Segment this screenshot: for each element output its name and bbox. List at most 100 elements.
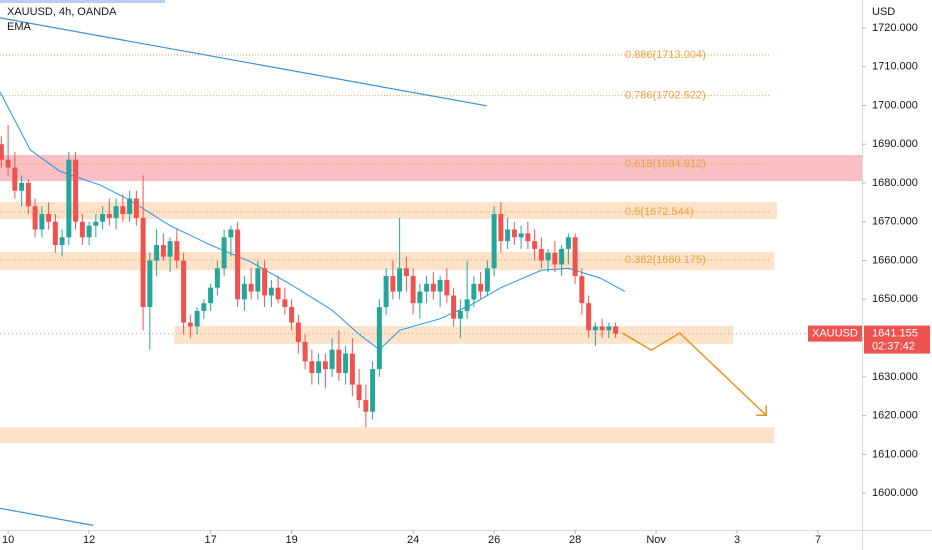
candle-body bbox=[25, 182, 31, 207]
candle-body bbox=[201, 303, 207, 311]
candle-body bbox=[451, 295, 457, 319]
candle-body bbox=[397, 268, 403, 292]
candle-body bbox=[363, 400, 369, 412]
ema-line bbox=[0, 91, 626, 351]
candle-body bbox=[262, 268, 268, 296]
candle-body bbox=[0, 144, 4, 160]
candle-body bbox=[248, 283, 254, 292]
candle-body bbox=[572, 237, 578, 277]
y-tick-label: 1680.000 bbox=[872, 177, 918, 189]
candle-body bbox=[329, 349, 335, 370]
candle-body bbox=[538, 248, 544, 261]
fib-label: 0.5(1672.544) bbox=[625, 206, 694, 218]
candle-body bbox=[100, 214, 106, 222]
candle-body bbox=[613, 326, 619, 334]
x-tick-label: 26 bbox=[488, 534, 500, 546]
candle-body bbox=[559, 248, 565, 265]
candle-body bbox=[12, 167, 18, 191]
candle-body bbox=[383, 276, 389, 308]
candle-body bbox=[471, 283, 477, 300]
candle-body bbox=[289, 307, 295, 323]
candle-body bbox=[140, 217, 146, 308]
candle-body bbox=[221, 237, 227, 269]
candle-body bbox=[154, 245, 160, 261]
candle-body bbox=[46, 214, 52, 222]
candle-body bbox=[518, 233, 524, 238]
candle-body bbox=[309, 361, 315, 373]
candle-body bbox=[106, 214, 112, 218]
candle-body bbox=[174, 241, 180, 261]
candle-body bbox=[552, 252, 558, 265]
candle-body bbox=[457, 310, 463, 319]
candle-body bbox=[79, 221, 85, 238]
candle-body bbox=[147, 260, 153, 308]
zone bbox=[174, 326, 734, 344]
x-tick-label: 3 bbox=[734, 534, 740, 546]
candle-body bbox=[403, 268, 409, 277]
candle-body bbox=[586, 303, 592, 331]
candle-body bbox=[525, 233, 531, 242]
plot-area: 0.886(1713.004) 0.786(1702.522) 0.618(1684… bbox=[0, 17, 862, 526]
candle-body bbox=[295, 322, 301, 342]
candle-body bbox=[208, 287, 214, 304]
candle-body bbox=[181, 260, 187, 323]
fib-label: 0.618(1684.912) bbox=[625, 158, 706, 170]
projection-path bbox=[621, 332, 767, 416]
candle-body bbox=[66, 159, 72, 238]
y-tick-label: 1610.000 bbox=[872, 448, 918, 460]
y-tick-label: 1670.000 bbox=[872, 216, 918, 228]
y-tick-label: 1620.000 bbox=[872, 410, 918, 422]
x-tick-label: 24 bbox=[407, 534, 419, 546]
candle-body bbox=[498, 214, 504, 242]
candle-body bbox=[370, 369, 376, 412]
candle-body bbox=[86, 225, 92, 238]
candle-body bbox=[73, 159, 79, 222]
y-tick-label: 1650.000 bbox=[872, 293, 918, 305]
countdown-label: 02:37:42 bbox=[872, 341, 915, 353]
candle-body bbox=[167, 241, 173, 257]
candle-body bbox=[376, 307, 382, 370]
candle-body bbox=[417, 291, 423, 304]
candle-body bbox=[32, 206, 38, 230]
candle-body bbox=[565, 237, 571, 249]
candle-body bbox=[194, 310, 200, 327]
zone bbox=[0, 427, 775, 444]
candle-body bbox=[437, 279, 443, 292]
x-tick-label: 28 bbox=[569, 534, 581, 546]
candle-body bbox=[484, 268, 490, 292]
symbol-label: XAUUSD bbox=[812, 328, 858, 340]
candle-body bbox=[241, 283, 247, 300]
candle-body bbox=[19, 182, 25, 191]
candle-body bbox=[390, 276, 396, 292]
candle-body bbox=[302, 341, 308, 362]
last-price-label: 1641.155 bbox=[872, 328, 918, 340]
candle-body bbox=[282, 299, 288, 308]
fib-label: 0.886(1713.004) bbox=[625, 49, 706, 61]
symbol-badge bbox=[808, 325, 862, 342]
x-tick-label: 17 bbox=[204, 534, 216, 546]
x-tick-label: 7 bbox=[815, 534, 821, 546]
candle-body bbox=[579, 276, 585, 304]
y-tick-label: 1700.000 bbox=[872, 99, 918, 111]
candle-body bbox=[545, 252, 551, 261]
candle-body bbox=[39, 214, 45, 230]
y-tick-label: 1660.000 bbox=[872, 254, 918, 266]
y-tick-label: 1720.000 bbox=[872, 22, 918, 34]
candle-body bbox=[255, 268, 261, 292]
candle-body bbox=[464, 299, 470, 311]
candle-body bbox=[599, 326, 605, 331]
candle-body bbox=[410, 276, 416, 304]
candle-body bbox=[93, 221, 99, 226]
candle-body bbox=[356, 384, 362, 401]
y-tick-label: 1710.000 bbox=[872, 61, 918, 73]
candle-body bbox=[275, 287, 281, 300]
candle-body bbox=[430, 283, 436, 292]
candle-body bbox=[505, 229, 511, 242]
candle-body bbox=[187, 322, 193, 327]
candle-body bbox=[160, 245, 166, 257]
candle-body bbox=[235, 229, 241, 300]
candle-body bbox=[52, 221, 58, 246]
zone bbox=[0, 155, 862, 182]
